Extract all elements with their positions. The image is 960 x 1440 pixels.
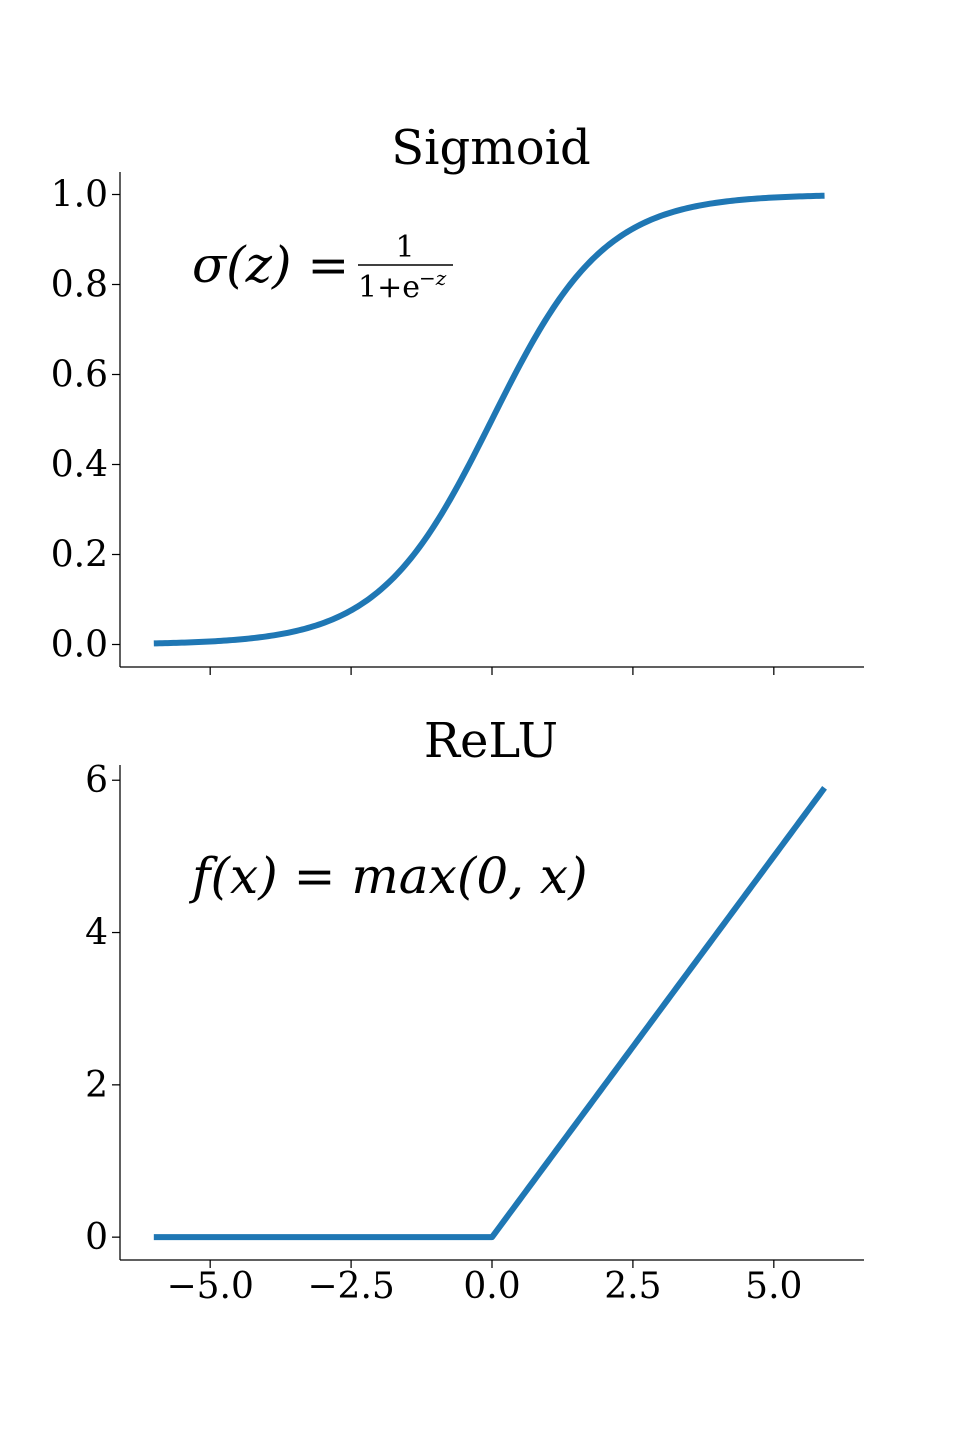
- relu-y-ticks: 0 2 4 6: [85, 760, 120, 1258]
- relu-y-tick-label: 0: [85, 1217, 108, 1258]
- relu-curve: [153, 786, 827, 1241]
- sigmoid-curve: [153, 192, 825, 647]
- relu-y-tick-label: 6: [85, 760, 108, 801]
- relu-x-tick-label: 0.0: [463, 1266, 520, 1307]
- relu-formula: f(x) = max(0, x): [188, 847, 588, 905]
- sig-y-tick-label: 0.6: [51, 355, 108, 396]
- relu-x-tick-label: 5.0: [745, 1266, 802, 1307]
- sigmoid-formula-numerator: 1: [395, 230, 414, 265]
- relu-title: ReLU: [424, 713, 558, 769]
- sig-y-tick-label: 0.8: [51, 265, 108, 306]
- sigmoid-title: Sigmoid: [391, 120, 590, 176]
- sigmoid-x-ticks: [209, 667, 775, 675]
- sigmoid-y-ticks: 0.0 0.2 0.4 0.6 0.8 1.0: [51, 175, 120, 666]
- relu-x-tick-label: 2.5: [604, 1266, 661, 1307]
- relu-x-tick-label: −2.5: [307, 1266, 394, 1307]
- sig-y-tick-label: 0.4: [51, 445, 108, 486]
- sigmoid-formula: σ(z) = 1 1+e −z: [192, 230, 453, 305]
- relu-x-tick-label: −5.0: [166, 1266, 253, 1307]
- relu-x-ticks: −5.0 −2.5 0.0 2.5 5.0: [166, 1260, 802, 1307]
- sig-y-tick-label: 0.0: [51, 625, 108, 666]
- sigmoid-formula-exponent: −z: [419, 266, 447, 290]
- sigmoid-formula-denominator: 1+e: [358, 270, 420, 305]
- sig-y-tick-label: 1.0: [51, 175, 108, 216]
- relu-y-tick-label: 2: [85, 1065, 108, 1106]
- sigmoid-formula-lhs: σ(z) =: [192, 236, 349, 294]
- sigmoid-panel: Sigmoid 0.0 0.2 0.4 0.6 0.8 1.0 σ(z) = 1 1+e …: [51, 120, 864, 675]
- sig-y-tick-label: 0.2: [51, 535, 108, 576]
- relu-panel: ReLU 0 2 4 6 −5.0 −2.5 0.0 2.5 5.0 f(x) = max(0…: [85, 713, 864, 1307]
- relu-y-tick-label: 4: [85, 913, 108, 954]
